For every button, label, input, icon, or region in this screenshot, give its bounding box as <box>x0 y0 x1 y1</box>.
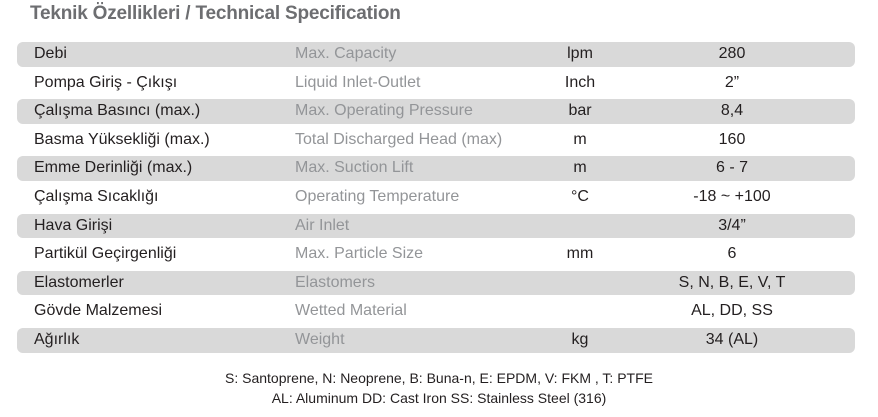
table-row: Debi Max. Capacity lpm 280 <box>17 40 855 69</box>
parameter-en: Liquid Inlet-Outlet <box>295 73 421 91</box>
parameter-tr: Gövde Malzemesi <box>34 302 163 320</box>
parameter-en: Operating Temperature <box>295 187 460 205</box>
unit: lpm <box>567 45 593 62</box>
value: 280 <box>718 45 746 62</box>
table-row: Çalışma Basıncı (max.) Max. Operating Pre… <box>17 97 855 126</box>
value: 8,4 <box>720 102 744 120</box>
unit: mm <box>566 245 594 263</box>
value: 160 <box>718 130 746 148</box>
value: 3/4” <box>718 216 746 234</box>
table-row: Hava Girişi Air Inlet 3/4” <box>17 212 855 241</box>
footnotes: S: Santoprene, N: Neoprene, B: Buna-n, E… <box>0 368 878 408</box>
value: -18 ~ +100 <box>693 187 771 205</box>
parameter-en: Elastomers <box>295 273 376 291</box>
parameter-en: Max. Capacity <box>295 45 397 62</box>
parameter-en: Total Discharged Head (max) <box>295 130 503 148</box>
value: 34 (AL) <box>705 330 759 348</box>
parameter-tr: Ağırlık <box>34 330 80 348</box>
title: Teknik Özellikleri / Technical Specifica… <box>30 3 401 24</box>
parameter-en: Weight <box>295 330 345 348</box>
footnote: AL: Aluminum DD: Cast Iron SS: Stainless… <box>271 390 607 406</box>
unit: m <box>573 159 587 177</box>
value: 2” <box>724 73 740 91</box>
unit: bar <box>568 102 592 120</box>
parameter-en: Max. Particle Size <box>295 245 424 263</box>
parameter-en: Wetted Material <box>295 302 407 320</box>
parameter-tr: Çalışma Basıncı (max.) <box>34 102 201 120</box>
table-row: Ağırlık Weight kg 34 (AL) <box>17 326 855 355</box>
parameter-tr: Basma Yüksekliği (max.) <box>34 130 210 148</box>
parameter-tr: Debi <box>34 45 67 62</box>
value: S, N, B, E, V, T <box>678 273 786 291</box>
footnote: S: Santoprene, N: Neoprene, B: Buna-n, E… <box>225 370 653 386</box>
parameter-en: Max. Operating Pressure <box>295 102 473 120</box>
value: AL, DD, SS <box>691 302 773 320</box>
parameter-tr: Çalışma Sıcaklığı <box>34 187 159 205</box>
value: 6 - 7 <box>715 159 748 177</box>
table-row: Emme Derinliği (max.) Max. Suction Lift m 6… <box>17 154 855 183</box>
table-row: Pompa Giriş - Çıkışı Liquid Inlet-Outlet I… <box>17 69 855 98</box>
unit: Inch <box>564 73 596 91</box>
table-row: Partikül Geçirgenliği Max. Particle Size m… <box>17 240 855 269</box>
table-row: Gövde Malzemesi Wetted Material AL, DD, SS <box>17 297 855 326</box>
parameter-tr: Elastomerler <box>34 273 124 291</box>
table-row: Çalışma Sıcaklığı Operating Temperature °C… <box>17 183 855 212</box>
parameter-tr: Pompa Giriş - Çıkışı <box>34 73 178 91</box>
unit: °C <box>571 187 589 205</box>
parameter-en: Max. Suction Lift <box>295 159 414 177</box>
parameter-en: Air Inlet <box>295 216 350 234</box>
unit: kg <box>571 330 589 348</box>
spec-table: Debi Max. Capacity lpm 280 Pompa Giriş - Çık… <box>17 40 855 355</box>
parameter-tr: Emme Derinliği (max.) <box>34 159 193 177</box>
parameter-tr: Partikül Geçirgenliği <box>34 245 177 263</box>
value: 6 <box>727 245 737 263</box>
table-row: Basma Yüksekliği (max.) Total Discharged … <box>17 126 855 155</box>
unit: m <box>573 130 587 148</box>
parameter-tr: Hava Girişi <box>34 216 113 234</box>
table-row: Elastomerler Elastomers S, N, B, E, V, T <box>17 269 855 298</box>
